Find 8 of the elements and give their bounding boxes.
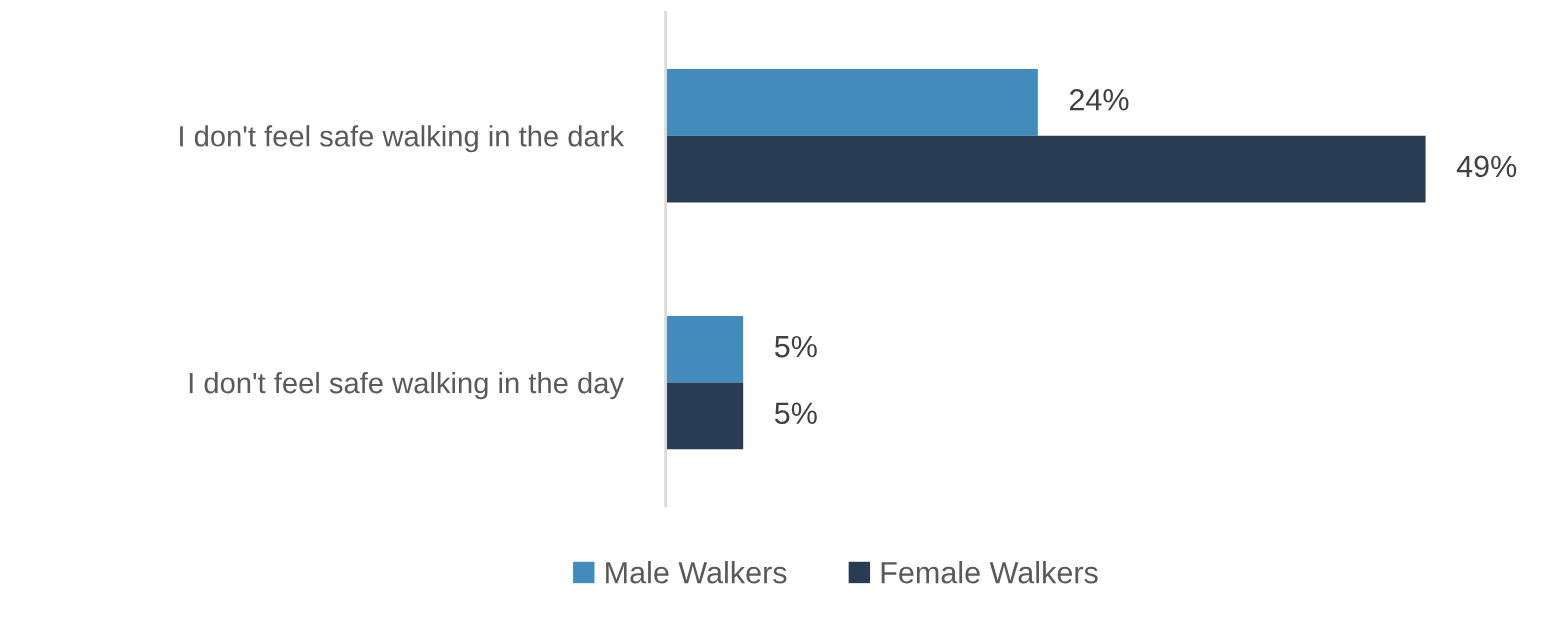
y-tick-label: I don't feel safe walking in the dark <box>180 125 625 153</box>
y-tick-label: I don't feel safe walking in the day <box>189 371 624 400</box>
data-label: 5% <box>774 335 817 358</box>
data-label: 24% <box>1069 88 1129 111</box>
data-label: 49% <box>1456 155 1517 178</box>
legend-label: Female Walkers <box>881 561 1098 584</box>
data-label: 5% <box>774 402 817 425</box>
legend-label: Male Walkers <box>606 561 787 584</box>
